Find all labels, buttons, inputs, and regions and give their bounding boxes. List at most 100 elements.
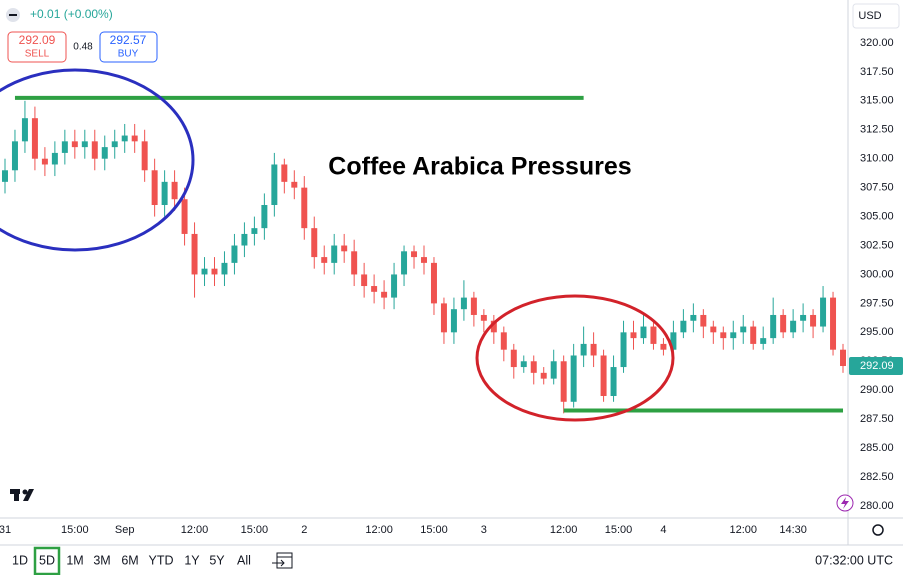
range-button[interactable]: YTD [149,553,174,567]
candle-body [600,355,607,396]
range-button[interactable]: 1M [66,553,83,567]
candle-body [421,257,427,263]
x-tick-label: 4 [660,524,666,536]
candle-body [321,257,328,263]
candle-body [231,245,238,263]
candle-body [550,361,557,379]
range-button[interactable]: 5Y [209,553,225,567]
candle-body [660,343,667,350]
candle-body [690,314,697,321]
plot-area [1,95,847,414]
candle-body [141,141,148,171]
x-tick-label: 3 [481,524,487,536]
x-tick-label: 14:30 [779,524,807,536]
y-tick-label: 315.00 [860,95,894,107]
candle-body [720,332,727,339]
x-tick-label: 15:00 [241,524,269,536]
y-tick-label: 307.50 [860,182,894,194]
candle-body [580,343,587,356]
candle-body [31,118,38,159]
candle-body [700,314,707,327]
candle-body [361,274,368,287]
candle-body [540,372,547,379]
candle-body [840,349,847,367]
sell-button[interactable] [7,31,67,63]
candle-body [341,245,348,252]
candle-body [191,233,198,275]
candle-body [450,309,457,333]
x-tick-label: Sep [115,524,135,536]
x-tick-label: 15:00 [61,524,89,536]
y-tick-label: 282.50 [860,471,894,483]
candle-body [620,332,627,368]
x-tick-label: 12:00 [550,524,578,536]
candle-body [740,326,747,333]
candle-body [770,314,777,339]
price-tag-label: 292.09 [860,360,894,372]
range-button[interactable]: 1Y [184,553,200,567]
y-tick-label: 280.00 [860,500,894,512]
candle-body [510,349,517,368]
candle-body [560,361,567,402]
candle-body [460,297,467,310]
toolbar: 1D 5D 1M 3M 6M YTD 1Y 5Y All [12,546,251,575]
compare-icon[interactable] [272,552,293,569]
candle-body [161,181,168,206]
y-tick-label: 297.50 [860,297,894,309]
candle-body [261,205,268,229]
y-tick-label: 310.00 [860,153,894,165]
candle-body [61,141,68,153]
candle-body [760,338,767,344]
range-button[interactable]: 6M [121,553,138,567]
x-tick-label: 2 [301,524,307,536]
candle-body [91,141,98,159]
candle-body [820,297,827,327]
x-tick-label: 15:00 [605,524,633,536]
sell-label: SELL [25,49,50,60]
candle-body [211,268,218,275]
candle-body [530,361,537,373]
highlight-circle [0,68,195,252]
candle-body [630,332,637,339]
candle-body [121,135,128,142]
candle-body [470,297,477,315]
candle-body [480,314,487,321]
candle-body [590,343,597,356]
candle-body [780,314,787,333]
candle-body [710,326,717,333]
price-tag [849,357,903,376]
range-button[interactable]: 5D [39,553,55,567]
candle-body [271,164,278,206]
candle-body [11,141,18,171]
range-button[interactable]: All [237,553,251,567]
candle-body [291,181,298,188]
candle-body [171,181,178,200]
candle-body [430,262,437,304]
x-tick-label: 15:00 [420,524,448,536]
y-tick-label: 312.50 [860,124,894,136]
price-change: +0.01 (+0.00%) [30,7,113,21]
active-range [33,546,61,575]
x-tick-label: 31 [0,524,11,536]
highlight-circle [475,294,675,422]
range-button[interactable]: 1D [12,553,28,567]
range-button[interactable]: 3M [93,553,110,567]
candle-body [201,268,208,275]
settings-icon[interactable] [872,524,884,536]
candle-body [500,332,507,350]
candle-body [221,262,228,275]
buy-label: BUY [118,49,139,60]
y-tick-label: 287.50 [860,413,894,425]
currency-selector[interactable] [852,3,900,29]
candle-body [101,147,108,159]
candle-body [670,332,677,350]
y-tick-label: 290.00 [860,384,894,396]
x-tick-label: 12:00 [181,524,209,536]
candle-body [81,141,88,148]
x-tick-label: 12:00 [365,524,393,536]
candle-body [51,152,58,165]
candle-body [241,233,248,246]
alert-bolt [841,497,849,509]
buy-button[interactable] [99,31,158,63]
